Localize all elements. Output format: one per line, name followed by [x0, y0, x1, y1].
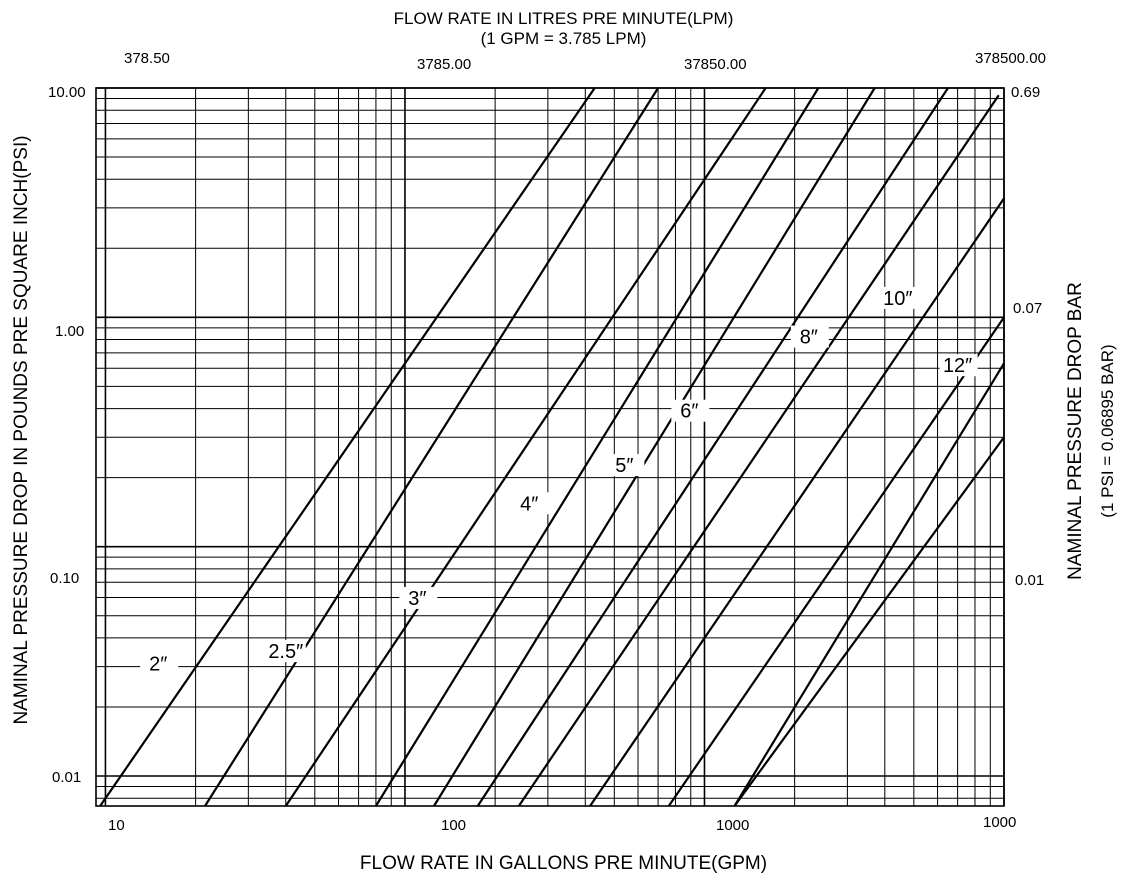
y-tick-label: 1.00: [55, 323, 84, 340]
right-axis-title: NAMINAL PRESSURE DROP BAR: [1065, 282, 1087, 580]
right-tick-label: 0.07: [1013, 300, 1042, 317]
y-tick-label: 0.01: [52, 769, 81, 786]
pipe-size-lines: [100, 88, 1004, 806]
pipe-size-line: [205, 88, 658, 806]
right-tick-label: 0.69: [1011, 84, 1040, 101]
pipe-size-line: [376, 88, 818, 806]
pipe-size-label: 2.5″: [268, 641, 303, 663]
pipe-size-label: 3″: [408, 588, 426, 610]
x-tick-label: 10: [108, 817, 125, 834]
pipe-size-line: [519, 95, 999, 806]
top-axis-subtitle: (1 GPM = 3.785 LPM): [0, 29, 1127, 49]
right-tick-label: 0.01: [1015, 572, 1044, 589]
x-tick-label: 1000: [983, 814, 1016, 831]
x-tick-label: 100: [441, 817, 466, 834]
pipe-size-line: [100, 88, 595, 806]
grid-lines: [96, 88, 1004, 806]
pipe-size-line: [735, 437, 1004, 806]
pipe-size-labels: 2″ 2.5″ 3″ 4″ 5″ 6″ 8″ 10″ 12″: [140, 287, 977, 676]
pipe-size-line: [286, 88, 766, 806]
pipe-size-label: 8″: [800, 327, 818, 349]
top-tick-label: 378.50: [124, 50, 170, 67]
pipe-size-label: 12″: [943, 355, 972, 377]
y-axis-title: NAMINAL PRESSURE DROP IN POUNDS PRE SQUA…: [11, 135, 33, 724]
top-tick-label: 378500.00: [975, 50, 1046, 67]
x-axis-title: FLOW RATE IN GALLONS PRE MINUTE(GPM): [0, 853, 1127, 875]
pipe-size-label: 4″: [520, 493, 538, 515]
plot-frame: [96, 88, 1004, 806]
top-tick-label: 37850.00: [684, 56, 747, 73]
y-tick-label: 10.00: [48, 84, 86, 101]
pipe-size-label: 10″: [883, 288, 912, 310]
top-axis-title: FLOW RATE IN LITRES PRE MINUTE(LPM): [0, 9, 1127, 29]
pipe-size-label: 6″: [680, 401, 698, 423]
pipe-size-line: [590, 198, 1004, 806]
y-tick-label: 0.10: [50, 570, 79, 587]
right-axis-subtitle: (1 PSI = 0.06895 BAR): [1098, 344, 1118, 517]
pipe-size-line: [669, 317, 1004, 806]
pipe-size-line: [434, 88, 875, 806]
pipe-size-label: 2″: [149, 654, 167, 676]
x-tick-label: 1000: [716, 817, 749, 834]
pipe-size-label: 5″: [615, 455, 633, 477]
top-tick-label: 3785.00: [417, 56, 471, 73]
pipe-size-line: [735, 363, 1004, 806]
